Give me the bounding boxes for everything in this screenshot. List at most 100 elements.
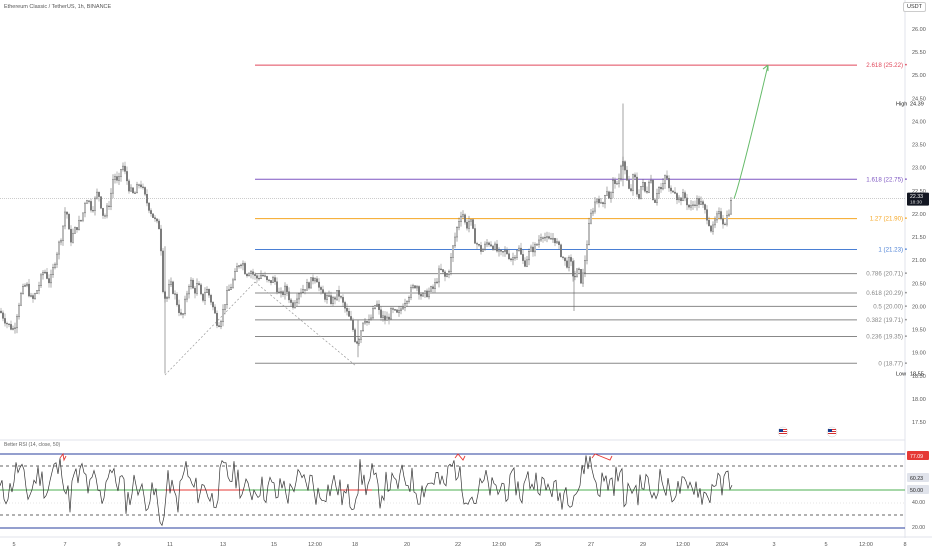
candle-body — [171, 281, 174, 294]
candle-body — [700, 201, 703, 205]
candle-body — [436, 281, 439, 284]
candle-body — [702, 201, 705, 205]
candle-body — [598, 198, 601, 204]
candle-body — [518, 247, 521, 251]
candle-body — [382, 315, 385, 318]
candle-body — [233, 271, 236, 281]
candle-body — [95, 191, 98, 199]
symbol-title[interactable]: Ethereum Classic / TetherUS, 1h, BINANCE — [4, 4, 112, 10]
candle-body — [428, 290, 431, 298]
rsi-indicator-title[interactable]: Better RSI (14, close, 50) — [4, 442, 61, 448]
candle-body — [512, 257, 515, 261]
candle-body — [600, 202, 603, 204]
candle-body — [173, 293, 176, 295]
candle-body — [540, 237, 543, 241]
candle-body — [414, 285, 417, 289]
candle-body — [328, 295, 331, 297]
candle-body — [548, 236, 551, 239]
candle-body — [516, 250, 519, 258]
candle-body — [89, 201, 92, 211]
candle-body — [34, 293, 37, 299]
candle-body — [728, 213, 731, 216]
candle-body — [54, 263, 57, 268]
candle-body — [560, 244, 563, 258]
candle-body — [526, 259, 529, 267]
candle-body — [177, 304, 180, 313]
candle-body — [276, 281, 279, 293]
candle-body — [205, 289, 208, 293]
candle-body — [592, 210, 595, 214]
candle-body — [604, 195, 607, 205]
candle-body — [528, 251, 531, 261]
candle-body — [488, 242, 491, 245]
current-price-tag[interactable] — [907, 192, 929, 206]
swing-connector-line — [164, 281, 256, 376]
candle-body — [520, 247, 523, 255]
candle-body — [562, 256, 565, 258]
candle-body — [133, 192, 136, 194]
candle-body — [243, 263, 246, 275]
fib-level-label: 0.5 (20.00) • — [873, 303, 907, 310]
candle-body — [452, 245, 455, 258]
time-tick-label: 20 — [404, 542, 410, 548]
candle-body — [496, 243, 499, 252]
time-tick-label: 7 — [63, 542, 66, 548]
candle-body — [284, 285, 287, 295]
candle-body — [26, 283, 29, 286]
candle-body — [247, 273, 250, 277]
candle-body — [630, 188, 633, 191]
candle-body — [650, 180, 653, 183]
candle-body — [278, 291, 281, 293]
candle-body — [69, 228, 72, 243]
candle-body — [308, 282, 311, 289]
rsi-overbought-segment — [454, 453, 466, 461]
candle-body — [165, 297, 168, 299]
candle-body — [438, 268, 441, 283]
time-tick-label: 2024 — [716, 542, 728, 548]
candle-body — [262, 274, 265, 277]
candle-body — [342, 297, 345, 303]
price-axis[interactable]: 26.00 25.50 25.00 24.50 24.00 23.50 23.00 22.50… — [896, 27, 929, 426]
candle-body — [101, 207, 104, 216]
candle-body — [58, 241, 61, 255]
candle-body — [524, 260, 527, 267]
rsi-value-tag — [907, 485, 929, 494]
candle-body — [388, 316, 391, 320]
rsi-pane[interactable]: 77.09 60.23 50.00 40.00 20.00 — [0, 451, 929, 531]
candle-body — [292, 302, 295, 308]
candle-body — [578, 268, 581, 270]
projection-arrow-line[interactable] — [733, 64, 769, 199]
price-tick-label: 23.50 — [912, 143, 926, 149]
time-axis[interactable]: 5 7 9 11 13 15 12:00 18 20 22 12:00 25 27 29 12:00 2024… — [12, 542, 906, 548]
candle-body — [336, 290, 339, 300]
candle-body — [330, 295, 333, 304]
us-flag-icon[interactable] — [777, 426, 789, 438]
candle-body — [185, 293, 188, 300]
time-tick-label: 22 — [455, 542, 461, 548]
candle-body — [472, 219, 475, 229]
candle-body — [270, 280, 273, 283]
projection-arrow[interactable] — [733, 64, 769, 199]
candle-body — [418, 286, 421, 295]
candle-body — [155, 218, 158, 222]
candle-body — [181, 313, 184, 315]
candle-body — [482, 249, 485, 252]
candle-body — [253, 274, 256, 276]
candle-body — [239, 264, 242, 267]
time-tick-label: 18 — [352, 542, 358, 548]
candle-body — [77, 220, 80, 230]
candle-body — [324, 293, 327, 300]
currency-badge[interactable]: USDT — [903, 2, 926, 12]
fib-level-label: 1 (21.23) • — [878, 247, 907, 254]
candle-body — [183, 298, 186, 314]
candle-body — [720, 211, 723, 220]
candle-body — [38, 285, 41, 291]
time-tick-label: 3 — [772, 542, 775, 548]
candle-body — [229, 286, 232, 290]
us-flag-icon[interactable] — [826, 426, 838, 438]
candle-body — [370, 317, 373, 320]
rsi-line — [0, 455, 733, 527]
candle-body — [536, 244, 539, 246]
